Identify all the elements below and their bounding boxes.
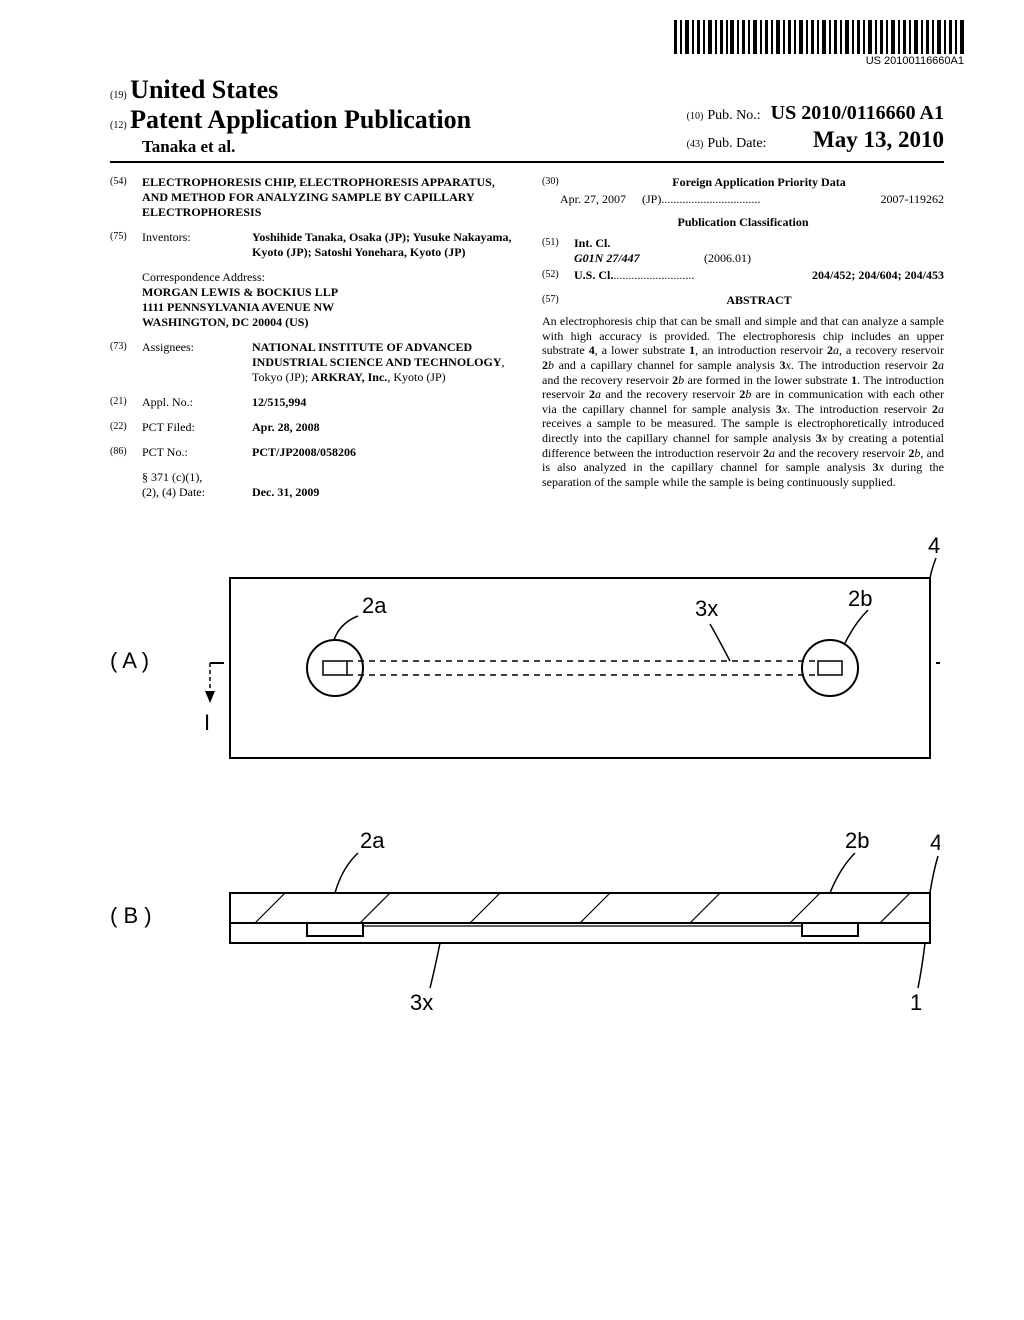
assignees-row: (73) Assignees: NATIONAL INSTITUTE OF AD… — [110, 340, 512, 385]
country-name: United States — [130, 75, 278, 104]
corr-label: Correspondence Address: — [142, 270, 512, 285]
fig-label-a: ( A ) — [110, 648, 149, 673]
corr-line-1: MORGAN LEWIS & BOCKIUS LLP — [142, 285, 512, 300]
patent-figure: ( A ) 2a 3x 2b 4 I — [110, 528, 940, 1028]
publication-title: Patent Application Publication — [130, 105, 471, 134]
barcode-text: US 20100116660A1 — [674, 55, 964, 67]
intcl-row: (51) Int. Cl. G01N 27/447 (2006.01) — [542, 236, 944, 266]
document-header: (19) United States (12) Patent Applicati… — [110, 75, 944, 163]
dots-fill: ................................. — [661, 192, 880, 207]
intcl-label: Int. Cl. — [574, 236, 944, 251]
uscl-value: 204/452; 204/604; 204/453 — [812, 268, 944, 283]
corr-line-2: 1111 PENNSYLVANIA AVENUE NW — [142, 300, 512, 315]
pctno-tag: (86) — [110, 445, 142, 457]
header-left: (19) United States (12) Patent Applicati… — [110, 75, 471, 157]
pctno-row: (86) PCT No.: PCT/JP2008/058206 — [110, 445, 512, 460]
authors: Tanaka et al. — [142, 137, 471, 157]
sec371-row: § 371 (c)(1), (2), (4) Date: Dec. 31, 20… — [110, 470, 512, 500]
figure-area: ( A ) 2a 3x 2b 4 I — [110, 528, 944, 1028]
svg-text:1: 1 — [910, 990, 922, 1015]
invention-title: ELECTROPHORESIS CHIP, ELECTROPHORESIS AP… — [142, 175, 512, 220]
abstract-text: An electrophoresis chip that can be smal… — [542, 314, 944, 490]
pubno-label: Pub. No.: — [707, 108, 760, 123]
header-right: (10) Pub. No.: US 2010/0116660 A1 (43) P… — [687, 102, 944, 157]
foreign-tag: (30) — [542, 175, 574, 187]
assignees-tag: (73) — [110, 340, 142, 352]
pubdate-label: Pub. Date: — [707, 136, 766, 152]
pubclass-heading: Publication Classification — [542, 215, 944, 230]
country-tag: (19) — [110, 90, 127, 101]
inventors-tag: (75) — [110, 230, 142, 242]
correspondence-address: Correspondence Address: MORGAN LEWIS & B… — [142, 270, 512, 330]
intcl-code: G01N 27/447 — [574, 251, 704, 266]
barcode: US 20100116660A1 — [674, 20, 964, 67]
pubno-tag: (10) — [687, 111, 704, 122]
applno-value: 12/515,994 — [252, 395, 512, 410]
abstract-heading: ABSTRACT — [574, 293, 944, 308]
inventors-row: (75) Inventors: Yoshihide Tanaka, Osaka … — [110, 230, 512, 260]
foreign-country: (JP) — [642, 192, 661, 207]
abstract-tag: (57) — [542, 293, 574, 305]
abstract-heading-row: (57) ABSTRACT — [542, 293, 944, 308]
svg-text:2a: 2a — [362, 593, 387, 618]
assignees-label: Assignees: — [142, 340, 252, 355]
title-tag: (54) — [110, 175, 142, 187]
title-row: (54) ELECTROPHORESIS CHIP, ELECTROPHORES… — [110, 175, 512, 220]
svg-text:3x: 3x — [410, 990, 433, 1015]
pctno-value: PCT/JP2008/058206 — [252, 445, 512, 460]
pubno-value: US 2010/0116660 A1 — [771, 102, 944, 124]
svg-text:( B ): ( B ) — [110, 903, 152, 928]
intcl-tag: (51) — [542, 236, 574, 248]
corr-line-3: WASHINGTON, DC 20004 (US) — [142, 315, 512, 330]
sec371-label: § 371 (c)(1), (2), (4) Date: — [142, 470, 252, 500]
pctfiled-row: (22) PCT Filed: Apr. 28, 2008 — [110, 420, 512, 435]
svg-text:I: I — [204, 710, 210, 735]
svg-text:4: 4 — [930, 830, 940, 855]
svg-text:2b: 2b — [848, 586, 872, 611]
barcode-svg — [674, 20, 964, 54]
pctfiled-value: Apr. 28, 2008 — [252, 420, 512, 435]
svg-text:2a: 2a — [360, 828, 385, 853]
right-column: (30) Foreign Application Priority Data A… — [542, 175, 944, 510]
foreign-num: 2007-119262 — [880, 192, 944, 207]
inventors-value: Yoshihide Tanaka, Osaka (JP); Yusuke Nak… — [252, 230, 512, 260]
applno-row: (21) Appl. No.: 12/515,994 — [110, 395, 512, 410]
inventors-label: Inventors: — [142, 230, 252, 245]
svg-text:3x: 3x — [695, 596, 718, 621]
pctfiled-label: PCT Filed: — [142, 420, 252, 435]
foreign-heading: Foreign Application Priority Data — [574, 175, 944, 190]
assignees-value: NATIONAL INSTITUTE OF ADVANCED INDUSTRIA… — [252, 340, 512, 385]
left-column: (54) ELECTROPHORESIS CHIP, ELECTROPHORES… — [110, 175, 512, 510]
foreign-data-row: Apr. 27, 2007 (JP) .....................… — [560, 192, 944, 207]
intcl-date: (2006.01) — [704, 251, 751, 266]
svg-text:4: 4 — [928, 533, 940, 558]
pctno-label: PCT No.: — [142, 445, 252, 460]
uscl-tag: (52) — [542, 268, 574, 280]
pctfiled-tag: (22) — [110, 420, 142, 432]
svg-text:2b: 2b — [845, 828, 869, 853]
pubdate-tag: (43) — [687, 139, 704, 150]
pubdate-value: May 13, 2010 — [813, 127, 944, 153]
applno-label: Appl. No.: — [142, 395, 252, 410]
sec371-value: Dec. 31, 2009 — [252, 485, 512, 500]
uscl-row: (52) U.S. Cl. ..........................… — [542, 268, 944, 283]
barcode-section: US 20100116660A1 — [110, 20, 964, 69]
dots-fill-2: ........................... — [613, 268, 812, 283]
pub-tag: (12) — [110, 120, 127, 131]
uscl-label: U.S. Cl. — [574, 268, 613, 283]
foreign-heading-row: (30) Foreign Application Priority Data — [542, 175, 944, 190]
foreign-date: Apr. 27, 2007 — [560, 192, 626, 207]
bibliographic-section: (54) ELECTROPHORESIS CHIP, ELECTROPHORES… — [110, 175, 944, 510]
applno-tag: (21) — [110, 395, 142, 407]
